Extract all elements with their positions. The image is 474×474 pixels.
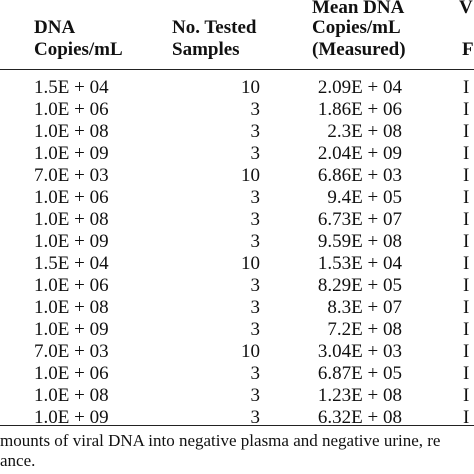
- table-row: 1.0E + 08 3 8.3E + 07 I: [0, 297, 474, 319]
- cell-input-copies: 1.5E + 04: [34, 253, 109, 274]
- cell-input-copies: 1.0E + 06: [34, 275, 109, 296]
- cell-tested-samples: 3: [250, 319, 261, 340]
- cell-mean-measured: 1.53E + 04: [317, 253, 402, 274]
- cell-input-copies: 7.0E + 03: [34, 341, 109, 362]
- table-row: 1.0E + 09 3 6.32E + 08 I: [0, 407, 474, 429]
- table-row: 1.0E + 09 3 9.59E + 08 I: [0, 231, 474, 253]
- cell-tested-samples: 3: [250, 385, 261, 406]
- cell-mean-measured: 2.3E + 08: [327, 121, 402, 142]
- header-col1-line2: Copies/mL: [34, 39, 123, 60]
- cell-mean-measured: 3.04E + 03: [317, 341, 402, 362]
- header-col3-line3: (Measured): [312, 39, 406, 60]
- cell-tested-samples: 3: [250, 99, 261, 120]
- cell-input-copies: 1.0E + 08: [34, 121, 109, 142]
- cell-mean-measured: 7.2E + 08: [327, 319, 402, 340]
- cell-mean-measured: 9.59E + 08: [317, 231, 402, 252]
- header-col1-line1: DNA: [34, 17, 76, 38]
- cell-tested-samples: 3: [250, 121, 261, 142]
- cell-last-column: I: [463, 231, 470, 252]
- footnote-line-2: ance.: [0, 451, 36, 470]
- cell-tested-samples: 10: [241, 341, 260, 362]
- table-row: 1.0E + 08 3 6.73E + 07 I: [0, 209, 474, 231]
- cell-tested-samples: 3: [250, 275, 261, 296]
- cell-mean-measured: 6.86E + 03: [317, 165, 402, 186]
- cell-last-column: I: [463, 209, 470, 230]
- cell-last-column: I: [463, 121, 470, 142]
- cell-last-column: I: [463, 385, 470, 406]
- cell-last-column: I: [463, 275, 470, 296]
- cell-input-copies: 1.0E + 06: [34, 363, 109, 384]
- cell-tested-samples: 3: [250, 407, 261, 428]
- cell-tested-samples: 10: [241, 253, 260, 274]
- table-footnote: mounts of viral DNA into negative plasma…: [0, 431, 474, 471]
- cell-last-column: I: [463, 77, 470, 98]
- cell-last-column: I: [463, 187, 470, 208]
- footnote-line-1: mounts of viral DNA into negative plasma…: [0, 431, 441, 450]
- header-rule: [0, 69, 474, 70]
- cell-mean-measured: 9.4E + 05: [327, 187, 402, 208]
- cell-tested-samples: 3: [250, 363, 261, 384]
- cell-input-copies: 1.0E + 09: [34, 407, 109, 428]
- cell-tested-samples: 3: [250, 297, 261, 318]
- header-col4-line1: V: [459, 0, 473, 18]
- cell-mean-measured: 2.04E + 09: [317, 143, 402, 164]
- cell-input-copies: 1.0E + 06: [34, 99, 109, 120]
- cell-input-copies: 1.5E + 04: [34, 77, 109, 98]
- cell-tested-samples: 3: [250, 209, 261, 230]
- header-col4-line3: F: [462, 39, 474, 60]
- cell-tested-samples: 3: [250, 187, 261, 208]
- cell-mean-measured: 6.87E + 05: [317, 363, 402, 384]
- table-row: 1.0E + 08 3 1.23E + 08 I: [0, 385, 474, 407]
- table-row: 1.0E + 08 3 2.3E + 08 I: [0, 121, 474, 143]
- cell-mean-measured: 8.29E + 05: [317, 275, 402, 296]
- cell-mean-measured: 6.32E + 08: [317, 407, 402, 428]
- table-row: 1.0E + 06 3 1.86E + 06 I: [0, 99, 474, 121]
- cell-input-copies: 1.0E + 08: [34, 209, 109, 230]
- header-col2-line2: Samples: [172, 39, 240, 60]
- cell-input-copies: 1.0E + 06: [34, 187, 109, 208]
- cell-input-copies: 1.0E + 08: [34, 385, 109, 406]
- cell-last-column: I: [463, 253, 470, 274]
- cell-input-copies: 1.0E + 09: [34, 231, 109, 252]
- header-col2-line1: No. Tested: [172, 17, 257, 38]
- table-row: 1.0E + 06 3 9.4E + 05 I: [0, 187, 474, 209]
- cell-last-column: I: [463, 143, 470, 164]
- cell-mean-measured: 1.23E + 08: [317, 385, 402, 406]
- cell-tested-samples: 10: [241, 77, 260, 98]
- cell-tested-samples: 10: [241, 165, 260, 186]
- cell-last-column: I: [463, 319, 470, 340]
- cell-last-column: I: [463, 341, 470, 362]
- cell-last-column: I: [463, 363, 470, 384]
- cell-mean-measured: 8.3E + 07: [327, 297, 402, 318]
- cell-last-column: I: [463, 165, 470, 186]
- cell-input-copies: 1.0E + 08: [34, 297, 109, 318]
- cell-last-column: I: [463, 297, 470, 318]
- table-row: 7.0E + 03 10 6.86E + 03 I: [0, 165, 474, 187]
- bottom-rule: [0, 425, 474, 426]
- cell-input-copies: 1.0E + 09: [34, 319, 109, 340]
- table-row: 1.0E + 06 3 8.29E + 05 I: [0, 275, 474, 297]
- header-col3-line1: Mean DNA: [312, 0, 405, 18]
- table-row: 1.5E + 04 10 1.53E + 04 I: [0, 253, 474, 275]
- table-row: 1.0E + 09 3 7.2E + 08 I: [0, 319, 474, 341]
- table-row: 1.0E + 09 3 2.04E + 09 I: [0, 143, 474, 165]
- table-row: 1.5E + 04 10 2.09E + 04 I: [0, 77, 474, 99]
- cell-mean-measured: 6.73E + 07: [317, 209, 402, 230]
- cell-last-column: I: [463, 407, 470, 428]
- cell-last-column: I: [463, 99, 470, 120]
- header-col3-line2: Copies/mL: [312, 17, 401, 38]
- cell-mean-measured: 2.09E + 04: [317, 77, 402, 98]
- cell-mean-measured: 1.86E + 06: [317, 99, 402, 120]
- cell-input-copies: 1.0E + 09: [34, 143, 109, 164]
- cell-tested-samples: 3: [250, 231, 261, 252]
- table-row: 1.0E + 06 3 6.87E + 05 I: [0, 363, 474, 385]
- cell-tested-samples: 3: [250, 143, 261, 164]
- table-row: 7.0E + 03 10 3.04E + 03 I: [0, 341, 474, 363]
- cell-input-copies: 7.0E + 03: [34, 165, 109, 186]
